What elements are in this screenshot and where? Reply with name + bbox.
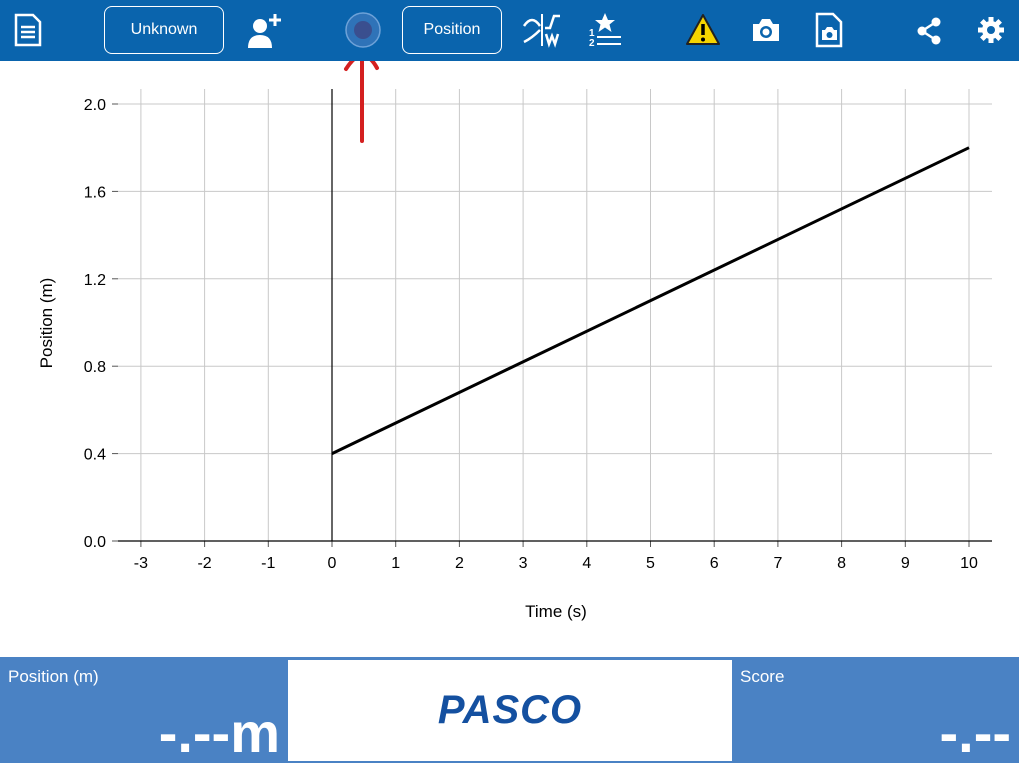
series [331,146,970,455]
x-tick-label: 0 [328,555,337,572]
x-tick-label: 8 [837,555,846,572]
y-tick-label: 0.8 [84,359,106,376]
warning-icon[interactable] [685,13,721,46]
x-tick-label: 7 [773,555,782,572]
unknown-button[interactable]: Unknown [104,6,224,54]
y-tick-label: 0.4 [84,447,106,464]
x-tick-label: 5 [646,555,655,572]
ranking-icon[interactable]: 1 2 [588,12,622,48]
logo-area: PASCO [288,660,732,761]
position-button[interactable]: Position [402,6,502,54]
x-tick-label: -3 [134,555,148,572]
x-tick-label: 1 [391,555,400,572]
svg-text:2: 2 [589,38,595,48]
position-meter-title: Position (m) [8,667,99,686]
series-line [331,146,970,455]
y-tick-label: 1.6 [84,184,106,201]
score-meter-value: -.-- [939,701,1011,764]
svg-text:1: 1 [589,28,595,39]
score-meter-title: Score [740,667,785,686]
share-icon[interactable] [916,17,942,45]
x-tick-label: 2 [455,555,464,572]
x-axis-title: Time (s) [525,602,587,621]
snapshot-icon[interactable] [815,12,843,48]
x-tick-label: 3 [519,555,528,572]
annotation-arrow [344,61,379,143]
score-meter[interactable]: Score -.-- [732,657,1019,763]
axes [112,89,992,547]
document-icon[interactable] [14,13,42,47]
grid [118,89,992,541]
position-meter-value: -.--m [158,701,280,764]
x-tick-label: 4 [582,555,591,572]
y-tick-label: 0.0 [84,534,106,551]
camera-icon[interactable] [751,17,781,43]
x-tick-label: 9 [901,555,910,572]
x-tick-label: 6 [710,555,719,572]
x-tick-label: -2 [197,555,211,572]
curve-fit-icon[interactable] [522,12,562,48]
y-axis-title: Position (m) [37,278,56,369]
position-time-graph[interactable]: -3 -2 -1 0 1 2 3 4 5 6 7 8 9 10 2.0 1.6 1.2 0.8 0.4 0.0 Tim… [0,61,1019,657]
y-tick-label: 1.2 [84,272,106,289]
x-tick-label: 10 [960,555,978,572]
x-tick-label: -1 [261,555,275,572]
record-icon[interactable] [345,12,381,48]
position-meter[interactable]: Position (m) -.--m [0,657,288,763]
gear-icon[interactable] [977,16,1005,44]
meter-bar: Position (m) -.--m PASCO Score -.-- [0,657,1019,763]
y-tick-label: 2.0 [84,97,106,114]
tick-labels: -3 -2 -1 0 1 2 3 4 5 6 7 8 9 10 2.0 1.6 1.2 0.8 0.4 0.0 [84,97,978,572]
pasco-logo: PASCO [437,688,583,732]
toolbar: Unknown Position 1 2 [0,0,1019,61]
add-user-icon[interactable] [246,12,284,50]
